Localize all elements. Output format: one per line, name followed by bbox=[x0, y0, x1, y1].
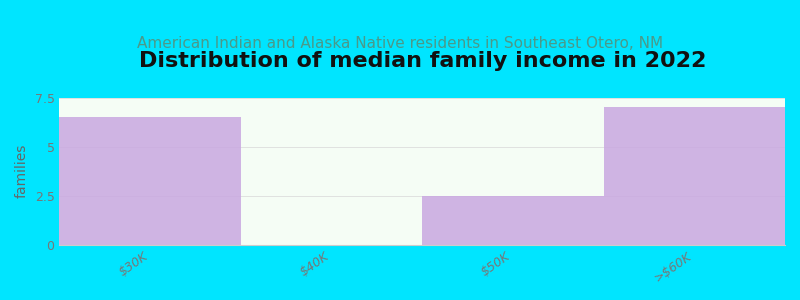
Title: Distribution of median family income in 2022: Distribution of median family income in … bbox=[138, 51, 706, 71]
Text: American Indian and Alaska Native residents in Southeast Otero, NM: American Indian and Alaska Native reside… bbox=[137, 36, 663, 51]
Bar bbox=[604, 107, 785, 245]
Y-axis label: families: families bbox=[15, 144, 29, 199]
Bar bbox=[59, 117, 241, 245]
Bar bbox=[422, 196, 604, 245]
